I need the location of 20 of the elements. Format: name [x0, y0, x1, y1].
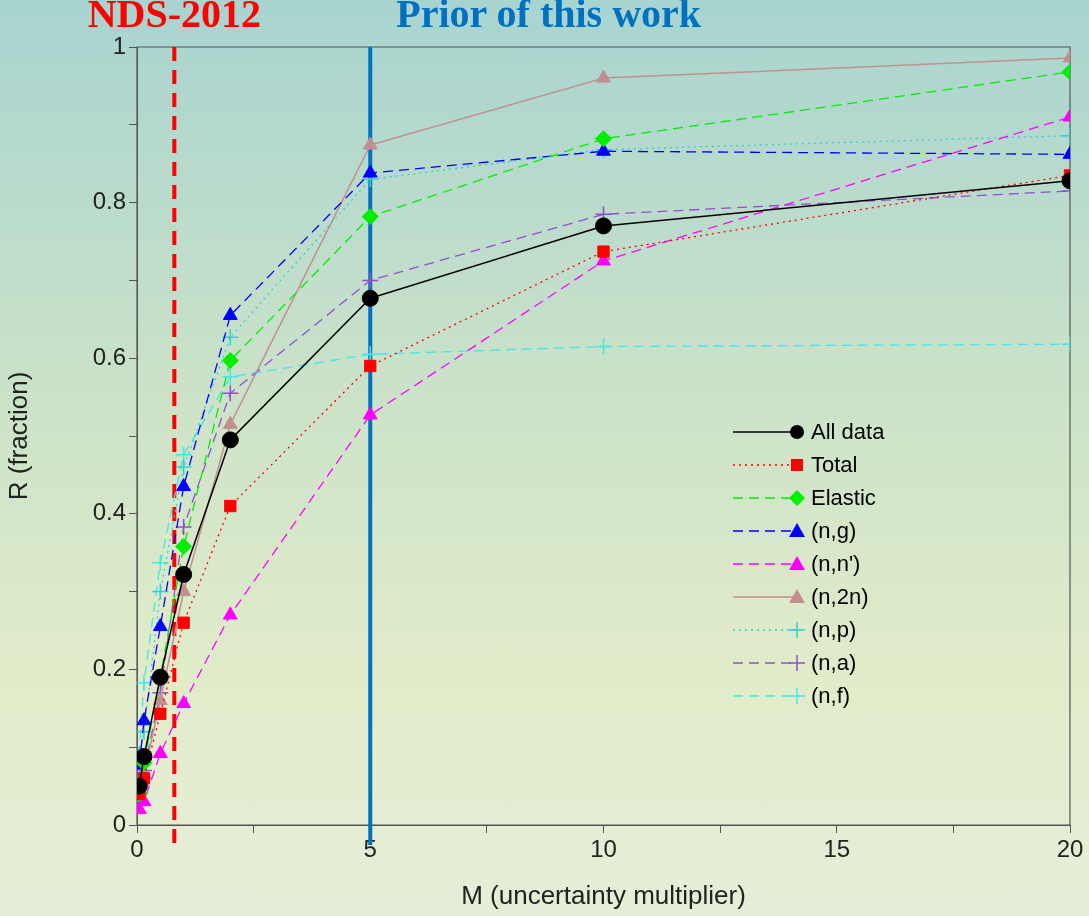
x-tick-label: 10	[590, 835, 617, 863]
y-tick-label: 0.2	[92, 654, 126, 682]
legend-label: (n,g)	[811, 517, 857, 544]
legend-label: (n,p)	[811, 616, 857, 643]
y-tick-label: 0.6	[92, 342, 126, 370]
y-tick-label: 0	[112, 809, 126, 837]
legend-label: (n,f)	[811, 682, 851, 709]
legend-label: Total	[811, 451, 858, 478]
legend-label: (n,a)	[811, 649, 857, 676]
x-tick-label: 20	[1056, 835, 1084, 863]
x-tick-label: 0	[130, 835, 144, 863]
legend-label: (n,n')	[811, 550, 861, 577]
legend-label: Elastic	[811, 484, 876, 511]
legend-label: All data	[811, 418, 885, 445]
x-tick-label: 15	[823, 835, 851, 863]
y-axis-title: R (fraction)	[2, 371, 33, 501]
legend-label: (n,2n)	[811, 583, 869, 610]
y-tick-label: 0.4	[92, 498, 126, 526]
x-axis-title: M (uncertainty multiplier)	[461, 879, 746, 910]
y-tick-label: 0.8	[92, 187, 126, 215]
